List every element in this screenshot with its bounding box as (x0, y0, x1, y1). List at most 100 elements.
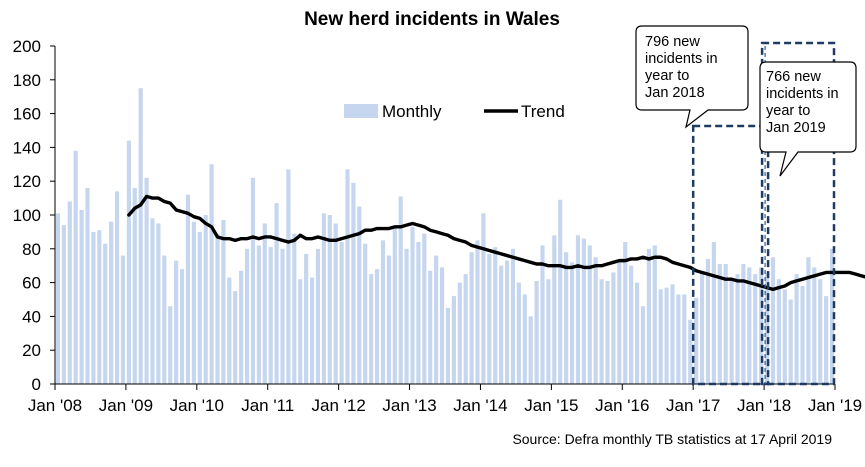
monthly-bar (197, 231, 202, 384)
monthly-bar (605, 280, 610, 384)
monthly-bar (209, 164, 214, 384)
monthly-bar (504, 260, 510, 384)
x-tick-label: Jan '09 (99, 396, 153, 415)
monthly-bar (380, 240, 386, 384)
monthly-bar (114, 191, 120, 384)
monthly-bar (611, 272, 616, 384)
monthly-bar (227, 277, 232, 384)
monthly-bar (741, 264, 746, 384)
monthly-bars (55, 88, 835, 384)
monthly-bar (457, 282, 462, 384)
monthly-bar (670, 284, 675, 384)
monthly-bar (327, 215, 332, 384)
monthly-bar (274, 203, 279, 384)
monthly-bar (747, 267, 752, 384)
monthly-bar (487, 253, 492, 384)
x-tick-label: Jan '10 (170, 396, 224, 415)
monthly-bar (463, 274, 468, 384)
legend-monthly-label: Monthly (382, 102, 442, 121)
y-tick-label: 20 (22, 341, 41, 360)
monthly-bar (333, 223, 338, 384)
callout-2-line-1: 766 new (766, 69, 821, 85)
monthly-bar (729, 277, 734, 384)
monthly-bar (61, 225, 66, 384)
monthly-bar (499, 265, 504, 384)
y-tick-label: 140 (13, 138, 41, 157)
monthly-bar (676, 294, 681, 384)
x-tick-label: Jan '15 (524, 396, 578, 415)
y-tick-label: 0 (32, 375, 41, 394)
monthly-bar (434, 255, 439, 384)
monthly-bar (711, 242, 716, 384)
legend-trend-label: Trend (521, 102, 565, 121)
x-tick-label: Jan '13 (382, 396, 436, 415)
monthly-bar (564, 252, 569, 384)
callout-2-line-2: incidents in (766, 86, 839, 102)
monthly-bar (404, 248, 409, 384)
y-tick-label: 80 (22, 240, 41, 259)
monthly-bar (203, 215, 208, 384)
monthly-bar (510, 248, 516, 384)
monthly-bar (144, 177, 149, 384)
callout-1-line-2: incidents in (645, 51, 718, 67)
monthly-bar (280, 248, 285, 384)
monthly-bar (552, 235, 557, 384)
monthly-bar (705, 258, 711, 384)
monthly-bar (132, 187, 137, 384)
callout-1-line-4: Jan 2018 (645, 85, 705, 101)
monthly-bar (91, 231, 96, 384)
monthly-bar (410, 226, 415, 384)
monthly-bar (658, 289, 663, 384)
monthly-bar (126, 140, 131, 384)
monthly-bar (79, 209, 84, 384)
monthly-bar (97, 230, 102, 384)
monthly-bar (575, 235, 581, 384)
monthly-bar (339, 242, 344, 384)
monthly-bar (475, 240, 480, 384)
monthly-bar (398, 196, 403, 384)
monthly-bar (782, 289, 787, 384)
monthly-bar (185, 194, 191, 384)
monthly-bar (150, 218, 155, 384)
y-tick-label: 160 (13, 105, 41, 124)
highlight-box-year-to-jan-2019 (760, 41, 836, 386)
monthly-bar (120, 255, 126, 384)
monthly-bar (593, 257, 598, 384)
monthly-bar (652, 245, 657, 384)
monthly-bar (286, 169, 291, 384)
monthly-bar (73, 150, 78, 384)
monthly-bar (794, 274, 799, 384)
monthly-bar (298, 279, 303, 384)
monthly-bar (374, 269, 380, 384)
callout-1-bubble (635, 25, 749, 129)
monthly-bar (363, 243, 368, 384)
monthly-bar (357, 206, 362, 384)
monthly-bar (788, 299, 793, 384)
monthly-bar (522, 294, 527, 384)
monthly-bar (369, 274, 374, 384)
monthly-bar (250, 177, 256, 384)
source-note: Source: Defra monthly TB statistics at 1… (512, 431, 832, 447)
monthly-bar (723, 264, 728, 384)
monthly-bar (244, 248, 250, 384)
x-tick-label: Jan '18 (737, 396, 791, 415)
monthly-bar (646, 248, 651, 384)
monthly-bar (445, 307, 451, 384)
monthly-bar (558, 199, 563, 384)
monthly-bar (812, 267, 817, 384)
y-tick-label: 100 (13, 206, 41, 225)
monthly-bar (256, 245, 261, 384)
monthly-bar (439, 267, 445, 384)
callout-2-line-4: Jan 2019 (766, 120, 826, 136)
y-tick-label: 200 (13, 37, 41, 56)
monthly-bar (629, 265, 634, 384)
callout-year-to-jan-2019: 766 new incidents in year to Jan 2019 (759, 61, 857, 177)
monthly-bar (546, 279, 551, 384)
monthly-bar (162, 255, 167, 384)
monthly-bar (806, 257, 811, 384)
monthly-bar (516, 282, 521, 384)
monthly-bar (428, 270, 433, 384)
trend-line (127, 194, 865, 292)
legend: Monthly Trend (344, 102, 565, 121)
